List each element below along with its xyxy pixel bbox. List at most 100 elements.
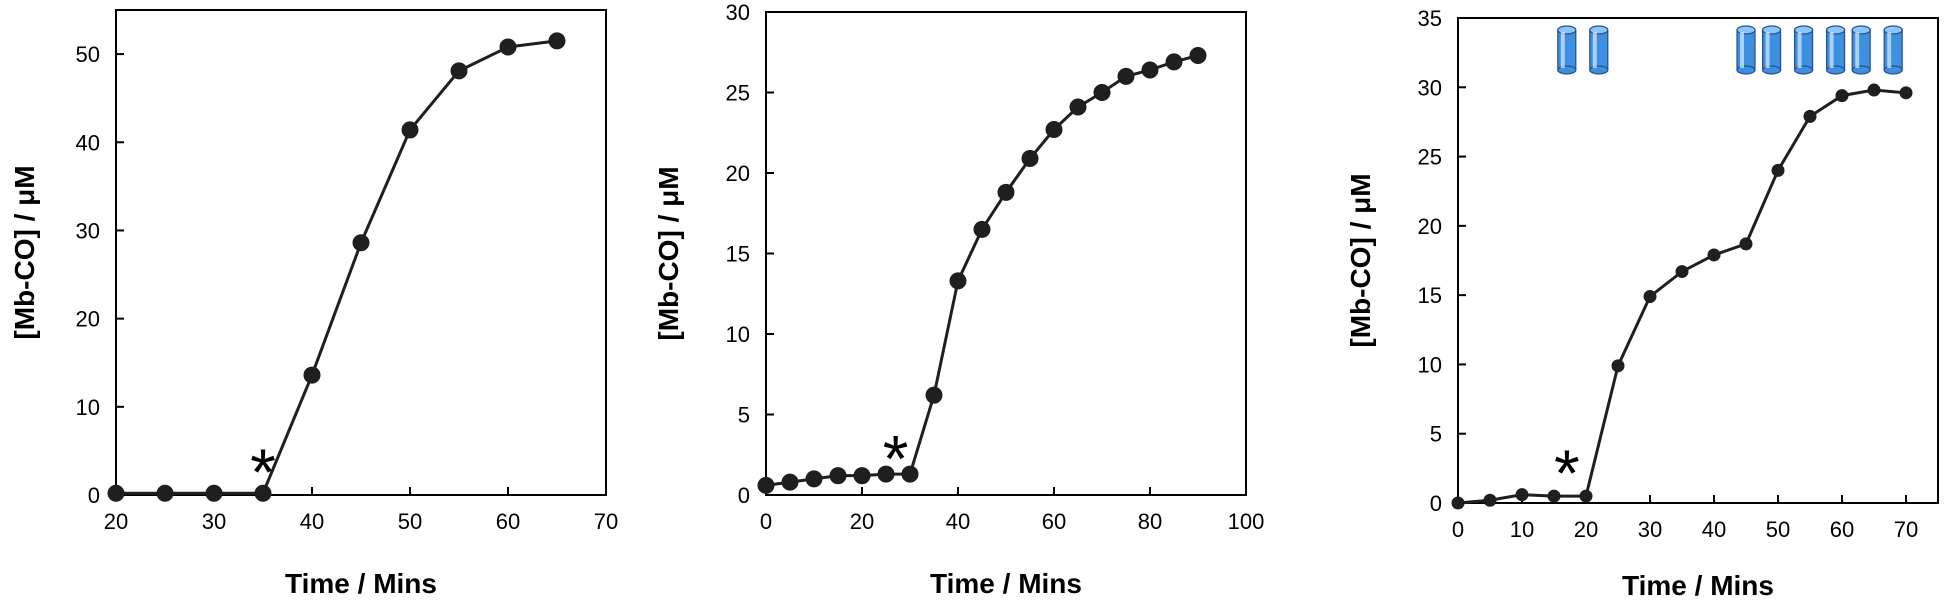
- data-point: [1189, 46, 1207, 64]
- data-point: [1835, 89, 1849, 103]
- x-tick-label: 100: [1228, 509, 1265, 534]
- annotation-star: *: [1554, 436, 1580, 510]
- blue-cylinder-icon: [1883, 25, 1903, 75]
- x-tick-label: 60: [496, 509, 520, 534]
- data-point: [1803, 109, 1817, 123]
- data-point: [925, 386, 943, 404]
- y-tick-label: 10: [76, 395, 100, 420]
- x-tick-label: 80: [1138, 509, 1162, 534]
- x-tick-label: 0: [1452, 517, 1464, 542]
- x-axis-label: Time / Mins: [1622, 570, 1774, 601]
- y-tick-label: 15: [726, 242, 750, 267]
- x-tick-label: 20: [1574, 517, 1598, 542]
- data-point: [303, 366, 321, 384]
- y-tick-label: 35: [1418, 6, 1442, 31]
- data-point: [901, 465, 919, 483]
- blue-cylinder-icon: [1557, 25, 1577, 75]
- y-tick-label: 15: [1418, 283, 1442, 308]
- data-point: [1739, 237, 1753, 251]
- y-tick-label: 5: [738, 403, 750, 428]
- y-tick-label: 10: [1418, 352, 1442, 377]
- y-tick-label: 50: [76, 42, 100, 67]
- y-axis-label: [Mb-CO] / μM: [9, 165, 40, 339]
- y-tick-label: 10: [726, 322, 750, 347]
- plot-frame: [765, 11, 1247, 496]
- x-tick-label: 40: [300, 509, 324, 534]
- data-point: [156, 484, 174, 502]
- series-line: [116, 39, 558, 495]
- annotation-star: *: [250, 435, 276, 509]
- data-point: [205, 484, 223, 502]
- annotation-star: *: [883, 422, 909, 496]
- data-point: [1515, 488, 1529, 502]
- data-point: [949, 272, 967, 290]
- data-point: [548, 32, 566, 50]
- blue-cylinder-icon: [1851, 25, 1871, 75]
- x-tick-label: 50: [1766, 517, 1790, 542]
- x-axis-label: Time / Mins: [930, 568, 1082, 599]
- blue-cylinder-icon: [1589, 25, 1609, 75]
- blue-cylinder-icon: [1761, 25, 1782, 75]
- data-point: [107, 484, 125, 502]
- y-tick-label: 0: [1430, 491, 1442, 516]
- data-point: [1069, 98, 1087, 116]
- y-tick-label: 25: [1418, 145, 1442, 170]
- x-tick-label: 30: [202, 509, 226, 534]
- data-point: [1707, 248, 1721, 262]
- x-tick-label: 0: [760, 509, 772, 534]
- x-tick-label: 70: [1894, 517, 1918, 542]
- x-axis-label: Time / Mins: [285, 568, 437, 599]
- y-tick-label: 5: [1430, 422, 1442, 447]
- x-tick-label: 20: [850, 509, 874, 534]
- data-point: [450, 62, 468, 80]
- data-point: [1117, 67, 1135, 85]
- series-line: [765, 54, 1199, 487]
- data-point: [1165, 53, 1183, 71]
- series-line: [1457, 88, 1907, 505]
- chart-panel-3: 0 10 20 30 40 50 60 70 0 5 10 15 20 25 30 35 Time / Mins…: [1345, 6, 1939, 601]
- y-tick-label: 0: [88, 483, 100, 508]
- y-tick-label: 25: [726, 81, 750, 106]
- blue-cylinder-icon: [1825, 25, 1846, 75]
- blue-cylinder-icon: [1793, 25, 1814, 75]
- data-point: [877, 465, 895, 483]
- data-point: [805, 470, 823, 488]
- data-point: [1899, 86, 1913, 100]
- data-point: [757, 476, 775, 494]
- data-point: [254, 484, 272, 502]
- data-point: [1451, 496, 1465, 510]
- x-tick-label: 40: [1702, 517, 1726, 542]
- y-tick-label: 20: [1418, 214, 1442, 239]
- data-point: [1675, 265, 1689, 279]
- y-tick-label: 30: [1418, 75, 1442, 100]
- y-tick-label: 30: [726, 0, 750, 25]
- x-tick-label: 50: [398, 509, 422, 534]
- data-point: [1867, 83, 1881, 97]
- plot-frame: [115, 9, 607, 496]
- data-point: [1611, 359, 1625, 373]
- data-point: [853, 467, 871, 485]
- data-point: [997, 183, 1015, 201]
- data-point: [1771, 163, 1785, 177]
- y-tick-label: 40: [76, 130, 100, 155]
- y-axis-label: [Mb-CO] / μM: [1345, 173, 1376, 347]
- y-axis-label: [Mb-CO] / μM: [653, 166, 684, 340]
- data-point: [1547, 489, 1561, 503]
- chart-panel-1: 20 30 40 50 60 70 0 10 20 30 40 50 Time / Mins [Mb-CO…: [9, 9, 618, 599]
- x-tick-label: 30: [1638, 517, 1662, 542]
- data-point: [1579, 489, 1593, 503]
- data-point: [1045, 121, 1063, 139]
- plot-frame: [1457, 17, 1939, 504]
- data-point: [829, 467, 847, 485]
- x-tick-label: 60: [1830, 517, 1854, 542]
- chart-panel-2: 0 20 40 60 80 100 0 5 10 15 20 25 30 Time / Mins [Mb-C…: [653, 0, 1264, 599]
- data-point: [499, 38, 517, 56]
- data-point: [1141, 61, 1159, 79]
- data-point: [1483, 493, 1497, 507]
- data-point: [1643, 290, 1657, 304]
- y-tick-label: 20: [726, 161, 750, 186]
- data-point: [352, 234, 370, 252]
- data-point: [1021, 150, 1039, 168]
